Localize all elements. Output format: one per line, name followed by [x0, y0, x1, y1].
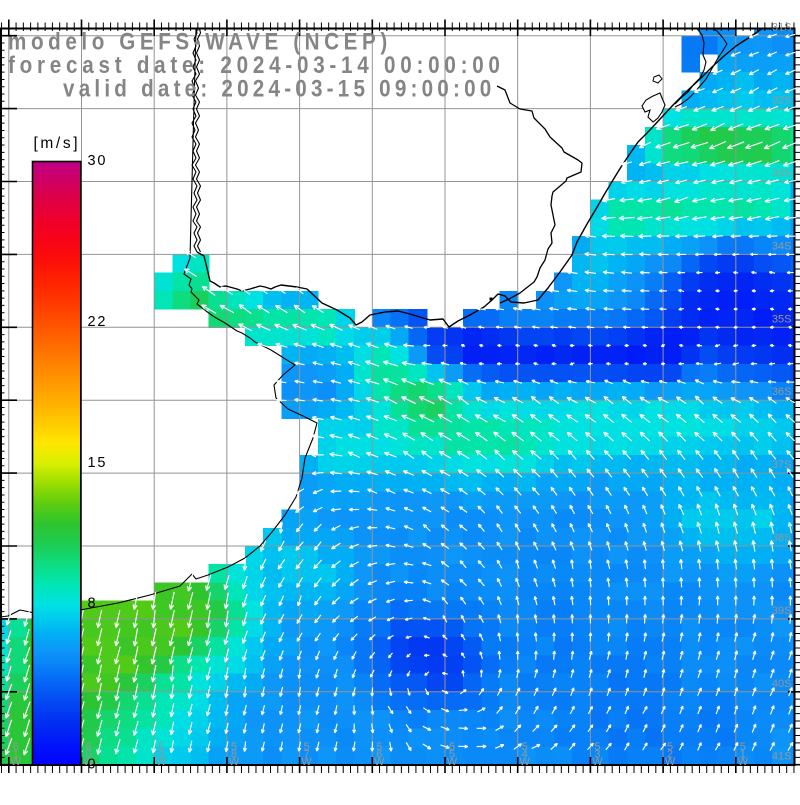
- svg-text:35S: 35S: [772, 313, 792, 325]
- svg-text:39S: 39S: [772, 605, 792, 617]
- svg-text:W: W: [156, 756, 167, 768]
- svg-text:W: W: [11, 756, 22, 768]
- svg-text:W: W: [229, 756, 240, 768]
- svg-text:W: W: [520, 756, 531, 768]
- svg-text:8: 8: [88, 596, 96, 612]
- svg-text:34S: 34S: [772, 240, 792, 252]
- svg-text:30: 30: [88, 153, 106, 169]
- svg-text:15: 15: [88, 455, 106, 471]
- svg-text:W: W: [592, 756, 603, 768]
- svg-text:41S: 41S: [772, 751, 792, 763]
- svg-text:40S: 40S: [772, 678, 792, 690]
- svg-text:W: W: [447, 756, 458, 768]
- svg-text:32S: 32S: [772, 95, 792, 107]
- svg-text:31S: 31S: [772, 22, 792, 34]
- svg-text:36S: 36S: [772, 386, 792, 398]
- svg-text:W: W: [301, 756, 312, 768]
- svg-text:W: W: [665, 756, 676, 768]
- svg-text:0: 0: [88, 757, 96, 773]
- svg-text:W: W: [374, 756, 385, 768]
- svg-text:W: W: [738, 756, 749, 768]
- svg-text:22: 22: [88, 314, 106, 330]
- svg-text:33S: 33S: [772, 168, 792, 180]
